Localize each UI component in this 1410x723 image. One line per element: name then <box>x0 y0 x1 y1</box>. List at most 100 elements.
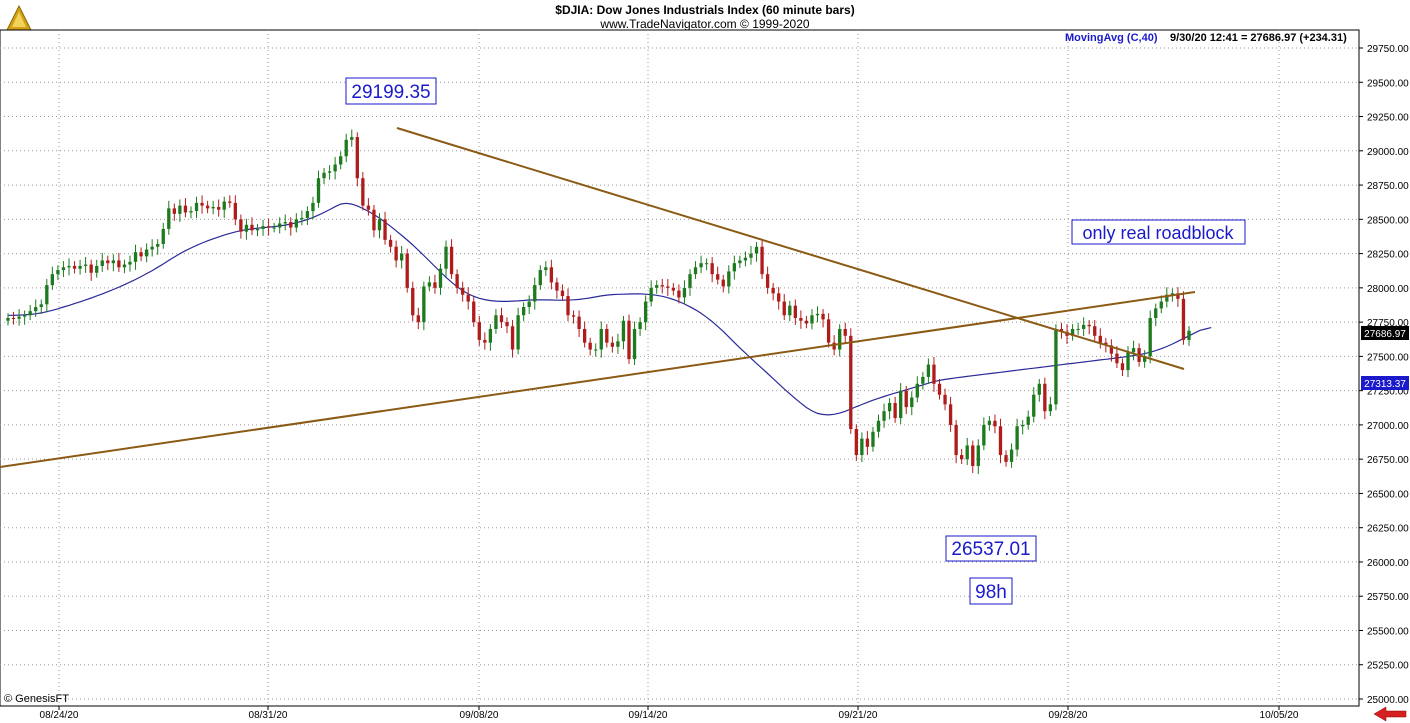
candle-body <box>344 139 348 157</box>
candle-body <box>222 201 226 210</box>
candle-body <box>987 420 992 425</box>
candle-body <box>1131 348 1136 353</box>
y-tick-label: 28000.00 <box>1367 284 1409 295</box>
candle-body <box>183 205 188 213</box>
candle-body <box>910 397 914 408</box>
candle-body <box>361 178 365 206</box>
candle-body <box>516 315 520 350</box>
candle-body <box>261 226 265 229</box>
x-tick-label: 09/28/20 <box>1049 710 1088 721</box>
candle-body <box>605 328 609 343</box>
candle-body <box>943 394 947 405</box>
candle-body <box>350 137 354 140</box>
candle-body <box>355 137 359 179</box>
candle-body <box>45 285 49 305</box>
candle-body <box>28 311 32 316</box>
candle-body <box>11 318 16 320</box>
candle-body <box>455 274 459 288</box>
candle-body <box>677 290 681 298</box>
candle-body <box>899 390 903 419</box>
chart-subtitle: www.TradeNavigator.com © 1999-2020 <box>600 17 810 31</box>
candle-body <box>838 328 842 350</box>
candle-body <box>882 411 886 421</box>
candle-body <box>948 404 953 425</box>
candle-body <box>400 253 404 261</box>
candle-body <box>239 219 243 232</box>
candle-body <box>693 267 698 275</box>
candle-body <box>627 320 631 360</box>
candle-body <box>610 342 615 347</box>
moving-avg-legend: MovingAvg (C,40) <box>1065 32 1158 44</box>
candle-body <box>777 293 781 302</box>
candle-body <box>771 287 775 294</box>
scroll-right-arrow-icon[interactable] <box>1372 706 1408 722</box>
candle-body <box>189 211 193 213</box>
candle-body <box>743 257 748 261</box>
candle-body <box>1009 449 1014 462</box>
candle-body <box>710 263 714 275</box>
candle-body <box>1020 424 1025 427</box>
candle-body <box>1170 293 1175 295</box>
candle-body <box>671 287 676 291</box>
candle-body <box>799 318 803 321</box>
candle-body <box>266 226 271 228</box>
candle-body <box>1032 394 1036 417</box>
candle-body <box>1142 356 1147 362</box>
candle-body <box>1004 455 1008 462</box>
candle-body <box>505 322 509 327</box>
candle-body <box>915 383 919 398</box>
candle-body <box>666 286 670 288</box>
y-tick-label: 29500.00 <box>1367 78 1409 89</box>
candle-body <box>738 260 742 264</box>
candle-body <box>477 322 481 340</box>
hours-annotation: 98h <box>975 582 1007 603</box>
candle-body <box>582 328 587 343</box>
candle-body <box>366 205 371 210</box>
moving-avg-tag: 27313.37 <box>1364 379 1406 390</box>
candle-body <box>993 420 997 427</box>
candle-body <box>444 246 448 269</box>
candle-body <box>782 301 786 316</box>
candle-body <box>416 315 420 323</box>
y-tick-label: 25750.00 <box>1367 592 1409 603</box>
candle-body <box>893 402 897 419</box>
candle-body <box>1126 352 1130 371</box>
candle-body <box>815 313 820 316</box>
y-tick-label: 27500.00 <box>1367 352 1409 363</box>
candle-body <box>78 265 82 269</box>
candle-body <box>510 326 515 350</box>
candle-body <box>89 264 93 273</box>
candle-body <box>499 315 504 323</box>
candle-body <box>427 282 432 287</box>
candle-body <box>327 171 332 173</box>
y-tick-label: 25500.00 <box>1367 626 1409 637</box>
candle-body <box>810 315 814 324</box>
candle-body <box>682 287 687 298</box>
candle-body <box>34 307 38 312</box>
candle-body <box>921 376 925 384</box>
candle-body <box>849 335 853 430</box>
candle-body <box>621 320 626 342</box>
candle-body <box>887 402 892 412</box>
candle-body <box>599 328 603 350</box>
candle-body <box>1159 301 1163 309</box>
candle-body <box>982 424 986 446</box>
candle-body <box>106 260 110 264</box>
candle-body <box>577 316 581 329</box>
last-close-tag: 27686.97 <box>1364 329 1406 340</box>
candle-body <box>588 342 592 350</box>
candle-body <box>932 364 936 384</box>
high-annotation-box <box>345 77 437 105</box>
low-annotation: 26537.01 <box>951 539 1030 560</box>
candle-body <box>322 172 326 179</box>
y-tick-label: 26750.00 <box>1367 455 1409 466</box>
candle-body <box>1043 383 1047 412</box>
candle-body <box>904 390 908 408</box>
y-tick-label: 26500.00 <box>1367 489 1409 500</box>
candle-body <box>111 260 116 264</box>
candle-body <box>688 274 692 288</box>
candle-body <box>871 431 875 447</box>
candle-body <box>971 445 975 467</box>
candle-body <box>383 219 387 240</box>
